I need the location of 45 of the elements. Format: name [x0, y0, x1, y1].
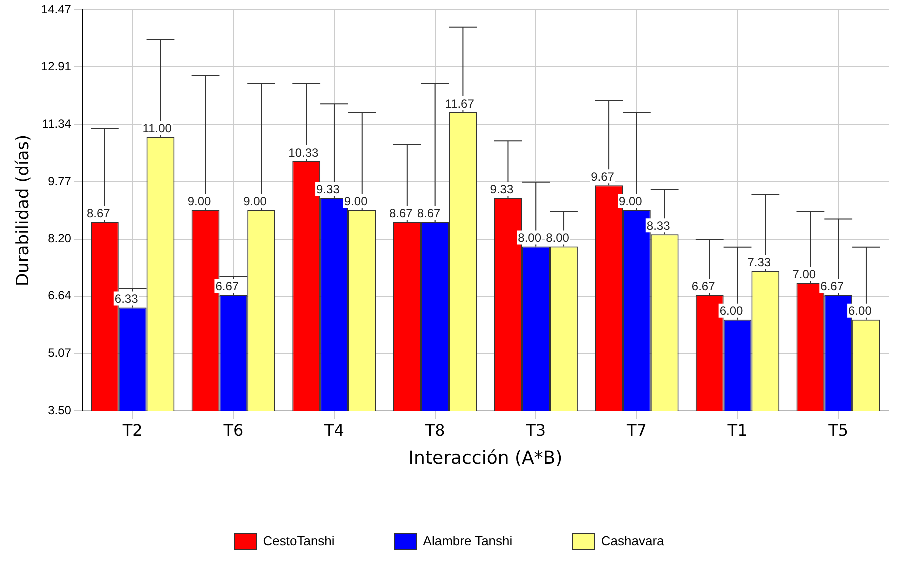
data-label: 8.00	[546, 231, 570, 246]
data-label: 6.00	[720, 304, 744, 318]
legend-label: Alambre Tanshi	[423, 534, 513, 549]
data-label: 7.00	[792, 268, 816, 282]
data-label: 8.67	[389, 206, 414, 221]
data-label: 9.33	[490, 182, 514, 196]
data-label: 11.67	[445, 96, 475, 111]
y-tick-label: 9.77	[48, 174, 72, 188]
data-label: 8.33	[646, 218, 671, 233]
y-tick-label: 6.64	[48, 288, 72, 303]
data-label: 6.67	[692, 280, 716, 294]
legend-label: Cashavara	[601, 534, 666, 549]
x-tick-label: T7	[626, 420, 647, 440]
data-label: 9.00	[344, 194, 368, 208]
data-label: 6.00	[848, 304, 872, 318]
x-tick-label: T3	[525, 420, 546, 440]
data-label: 7.33	[748, 256, 772, 270]
data-label: 6.33	[114, 292, 139, 306]
y-tick-label: 12.91	[41, 60, 72, 74]
x-tick-label: T6	[222, 420, 244, 440]
data-label: 9.33	[316, 182, 340, 196]
x-axis-title: Interacción (A*B)	[408, 448, 563, 469]
data-label: 10.33	[288, 146, 319, 160]
data-label: 11.00	[142, 121, 172, 136]
x-tick-label: T8	[424, 420, 446, 440]
y-tick-label: 5.07	[48, 346, 72, 360]
x-tick-label: T4	[324, 420, 344, 440]
data-label: 6.67	[820, 280, 844, 294]
data-label: 9.00	[188, 194, 212, 208]
data-label: 6.67	[216, 280, 240, 294]
legend-label: CestoTanshi	[263, 534, 335, 549]
x-tick-label: T1	[726, 420, 748, 440]
data-label: 8.67	[87, 206, 111, 221]
y-tick-label: 3.50	[48, 404, 72, 418]
y-tick-label: 11.34	[42, 116, 72, 131]
data-label: 9.00	[244, 194, 268, 208]
x-tick-label: T5	[828, 420, 849, 440]
data-label: 9.67	[591, 170, 615, 184]
y-tick-label: 8.20	[48, 232, 72, 246]
y-tick-label: 14.47	[41, 2, 72, 17]
data-label: 9.00	[619, 194, 643, 208]
data-label: 8.67	[417, 206, 442, 221]
data-label: 8.00	[518, 231, 542, 246]
x-tick-label: T2	[122, 420, 143, 440]
y-axis-title: Durabilidad (días)	[14, 134, 34, 287]
